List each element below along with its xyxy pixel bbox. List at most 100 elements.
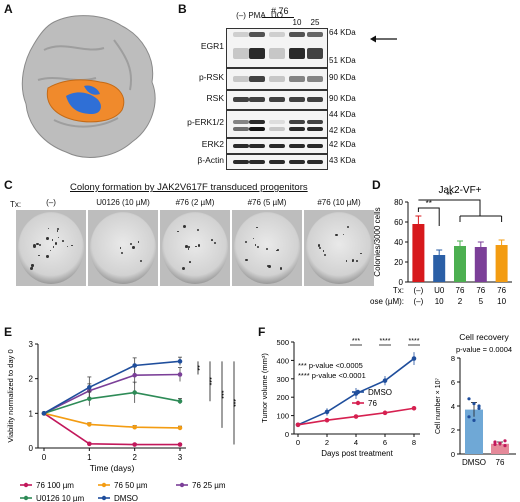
series-line: [43, 373, 181, 415]
y-axis-label: Tumor volume (mm³): [260, 353, 269, 423]
colony-dot: [195, 245, 197, 248]
data-point: [411, 405, 417, 411]
colony-dot: [182, 266, 186, 270]
blot-kda-label: 90 KDa: [329, 94, 356, 103]
colony-dot: [351, 258, 355, 262]
sig-label: ****: [380, 338, 391, 345]
sig-bracket: [417, 207, 440, 226]
chart-title: Cell recovery: [459, 332, 509, 342]
colony-dot: [188, 246, 191, 249]
x-tick-label-tx: U0: [434, 286, 445, 295]
panel-label-c: C: [4, 178, 13, 192]
legend-marker: [179, 482, 185, 488]
well-label: U0126 (10 µM): [96, 198, 150, 207]
line-chart-f-tumor: 0 100 200 300 400 500 0 2 4 6 8 Days post treatment…: [260, 338, 420, 458]
data-point: [477, 406, 481, 410]
panel-label-a: A: [4, 2, 13, 16]
colony-dot: [36, 243, 39, 246]
colony-dot: [57, 236, 59, 239]
blot-band: [269, 127, 285, 132]
colony-dot: [33, 244, 37, 248]
blot-band: [249, 32, 265, 37]
blot-band: [269, 76, 285, 82]
well-label: #76 (10 µM): [317, 198, 361, 207]
series-line: [43, 360, 181, 415]
y-tick-label: 20: [394, 258, 403, 267]
data-point: [472, 418, 476, 422]
well-plate: [234, 212, 300, 284]
well-label: #76 (2 µM): [175, 198, 215, 207]
colony-dot: [71, 244, 73, 246]
x-tick-label: 2: [132, 453, 137, 462]
blot-band: [307, 120, 323, 125]
tx-label: Tx:: [10, 200, 22, 209]
data-point: [177, 442, 183, 447]
x-tick-label: DMSO: [462, 458, 486, 467]
blot-band: [269, 159, 285, 164]
data-point: [467, 397, 471, 401]
colony-dot: [277, 249, 279, 251]
western-blot: # 76 (–) PMA UO 10 25 EGR1 64 KDa 51 KDa p-RSK 9…: [178, 0, 398, 172]
blot-lane-label: PMA: [248, 11, 266, 20]
y-tick-label: 3: [29, 340, 34, 349]
colony-dot: [346, 225, 350, 229]
colony-dot: [342, 233, 344, 235]
legend-marker: [23, 482, 29, 488]
y-tick-label: 1: [29, 409, 34, 418]
blot-band: [307, 48, 323, 59]
x-tick-label-tx: 76: [456, 286, 465, 295]
data-point: [177, 425, 183, 431]
blot-row-label: p-RSK: [198, 72, 224, 82]
y-tick-label: 200: [276, 393, 289, 402]
colony-dot: [31, 266, 34, 269]
colony-dot: [182, 224, 186, 228]
well-plate: [18, 212, 84, 284]
colony-dot: [256, 246, 260, 249]
colony-well-image: [304, 210, 374, 286]
colony-dot: [177, 230, 179, 233]
blot-band: [249, 127, 265, 132]
blot-kda-label: 42 KDa: [329, 126, 356, 135]
group-underline: [262, 17, 294, 18]
data-point: [132, 363, 137, 368]
legend-label: 76 50 µm: [114, 481, 148, 490]
y-tick-label: 0: [451, 450, 455, 459]
sig-label: **: [446, 191, 452, 200]
blot-band: [249, 76, 265, 82]
blot-band: [269, 32, 285, 37]
protein-structure-image: [21, 15, 156, 158]
data-point: [87, 396, 92, 402]
x-tick-label-dose: 10: [435, 297, 444, 306]
colony-dot: [52, 246, 55, 248]
bar: [433, 255, 446, 282]
blot-lane-label: 10: [292, 18, 302, 27]
blot-band: [307, 127, 323, 132]
legend-label: 76 100 µm: [36, 481, 74, 490]
sig-label: ***: [352, 338, 360, 345]
blot-band: [289, 48, 305, 59]
colony-dot: [38, 244, 41, 247]
blot-band: [307, 143, 323, 148]
blot-band: [233, 120, 249, 125]
data-point: [41, 411, 47, 416]
blot-lane-label: 25: [310, 18, 320, 27]
y-tick-label: 300: [276, 375, 289, 384]
y-tick-label: 6: [451, 378, 455, 387]
colony-dot: [66, 245, 69, 248]
colony-well-image: [160, 210, 230, 286]
y-tick-label: 80: [394, 198, 403, 207]
legend-marker: [101, 495, 107, 501]
x-tick-label-dose: (–): [414, 297, 424, 306]
blot-band: [269, 120, 285, 125]
colony-dot: [119, 247, 122, 249]
blot-band: [289, 76, 305, 82]
blot-band: [249, 48, 265, 59]
colony-dot: [197, 244, 201, 248]
blot-band: [249, 143, 265, 148]
colony-dot: [46, 255, 49, 258]
colony-dot: [31, 264, 34, 267]
y-tick-label: 4: [451, 402, 455, 411]
x-tick-label: 0: [42, 453, 47, 462]
blot-kda-label: 44 KDa: [329, 110, 356, 119]
blot-band: [307, 97, 323, 103]
